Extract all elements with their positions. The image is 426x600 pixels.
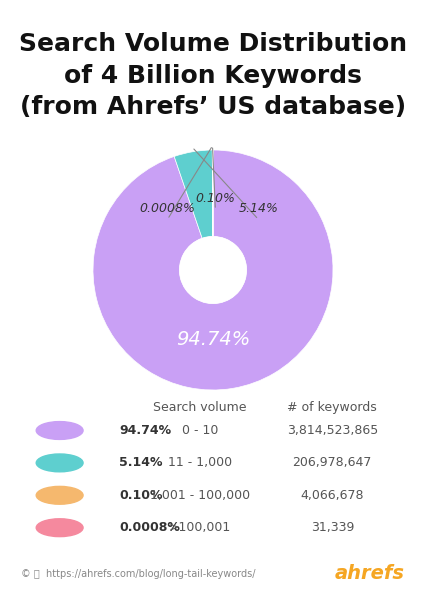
- Text: 31,339: 31,339: [311, 521, 354, 534]
- Text: 0.0008%: 0.0008%: [139, 202, 196, 215]
- Text: 0.10%: 0.10%: [196, 192, 235, 205]
- Text: # of keywords: # of keywords: [288, 401, 377, 415]
- Circle shape: [36, 422, 83, 439]
- Text: Search Volume Distribution
of 4 Billion Keywords
(from Ahrefs’ US database): Search Volume Distribution of 4 Billion …: [19, 32, 407, 119]
- Circle shape: [179, 236, 247, 304]
- Circle shape: [36, 487, 83, 504]
- Text: >100,001: >100,001: [169, 521, 231, 534]
- Text: 3,814,523,865: 3,814,523,865: [287, 424, 378, 437]
- Text: 4,066,678: 4,066,678: [300, 489, 364, 502]
- Text: 1,001 - 100,000: 1,001 - 100,000: [150, 489, 250, 502]
- Text: 11 - 1,000: 11 - 1,000: [168, 457, 232, 469]
- Circle shape: [36, 454, 83, 472]
- Wedge shape: [93, 150, 333, 390]
- Wedge shape: [174, 150, 213, 238]
- Text: Search volume: Search volume: [153, 401, 247, 415]
- Text: ahrefs: ahrefs: [335, 564, 405, 583]
- Wedge shape: [212, 150, 213, 236]
- Text: 0.10%: 0.10%: [119, 489, 163, 502]
- Text: © ⓘ  https://ahrefs.com/blog/long-tail-keywords/: © ⓘ https://ahrefs.com/blog/long-tail-ke…: [21, 569, 256, 578]
- Circle shape: [36, 519, 83, 536]
- Text: 206,978,647: 206,978,647: [293, 457, 372, 469]
- Text: 5.14%: 5.14%: [119, 457, 163, 469]
- Text: 94.74%: 94.74%: [176, 330, 250, 349]
- Text: 5.14%: 5.14%: [239, 202, 279, 215]
- Text: 0.0008%: 0.0008%: [119, 521, 180, 534]
- Text: 0 - 10: 0 - 10: [182, 424, 219, 437]
- Text: 94.74%: 94.74%: [119, 424, 171, 437]
